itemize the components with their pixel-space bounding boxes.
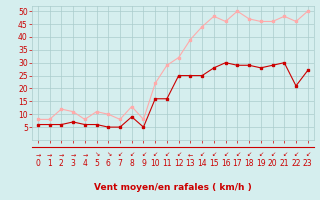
Text: ↙: ↙	[235, 152, 240, 158]
Text: 4: 4	[82, 158, 87, 168]
Text: ↙: ↙	[305, 152, 310, 158]
Text: 14: 14	[197, 158, 207, 168]
Text: 6: 6	[106, 158, 111, 168]
Text: →: →	[59, 152, 64, 158]
Text: ←: ←	[188, 152, 193, 158]
Text: 10: 10	[150, 158, 160, 168]
Text: →: →	[35, 152, 41, 158]
Text: 1: 1	[47, 158, 52, 168]
Text: 20: 20	[268, 158, 277, 168]
Text: 5: 5	[94, 158, 99, 168]
Text: 9: 9	[141, 158, 146, 168]
Text: 16: 16	[221, 158, 230, 168]
Text: ↙: ↙	[211, 152, 217, 158]
Text: ↙: ↙	[258, 152, 263, 158]
Text: 12: 12	[174, 158, 183, 168]
Text: 8: 8	[129, 158, 134, 168]
Text: ↙: ↙	[223, 152, 228, 158]
Text: ↙: ↙	[282, 152, 287, 158]
Text: ↙: ↙	[176, 152, 181, 158]
Text: ↙: ↙	[141, 152, 146, 158]
Text: 22: 22	[291, 158, 301, 168]
Text: 19: 19	[256, 158, 266, 168]
Text: ↙: ↙	[293, 152, 299, 158]
Text: →: →	[70, 152, 76, 158]
Text: 0: 0	[36, 158, 40, 168]
Text: ↙: ↙	[199, 152, 205, 158]
Text: ↙: ↙	[164, 152, 170, 158]
Text: 11: 11	[162, 158, 172, 168]
Text: ↙: ↙	[246, 152, 252, 158]
Text: 17: 17	[233, 158, 242, 168]
Text: 2: 2	[59, 158, 64, 168]
Text: 18: 18	[244, 158, 254, 168]
Text: 21: 21	[279, 158, 289, 168]
Text: ↙: ↙	[117, 152, 123, 158]
Text: 7: 7	[117, 158, 123, 168]
Text: ↙: ↙	[129, 152, 134, 158]
Text: ↘: ↘	[94, 152, 99, 158]
Text: 15: 15	[209, 158, 219, 168]
Text: →: →	[82, 152, 87, 158]
Text: 23: 23	[303, 158, 313, 168]
Text: ↙: ↙	[270, 152, 275, 158]
Text: ↙: ↙	[153, 152, 158, 158]
Text: 3: 3	[71, 158, 76, 168]
Text: 13: 13	[186, 158, 195, 168]
Text: ↘: ↘	[106, 152, 111, 158]
Text: Vent moyen/en rafales ( km/h ): Vent moyen/en rafales ( km/h )	[94, 184, 252, 192]
Text: →: →	[47, 152, 52, 158]
